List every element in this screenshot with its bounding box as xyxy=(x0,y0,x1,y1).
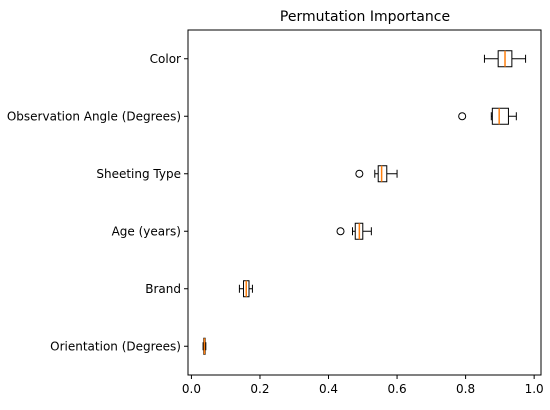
y-tick-label: Age (years) xyxy=(112,224,181,238)
x-tick-label: 0.8 xyxy=(456,382,475,396)
box-marks xyxy=(202,50,527,355)
plot-area-frame xyxy=(187,29,542,376)
x-tick-label: 0.0 xyxy=(182,382,201,396)
y-tick-label: Observation Angle (Degrees) xyxy=(7,109,181,123)
outlier-point xyxy=(355,169,364,178)
x-tick-label: 0.2 xyxy=(250,382,269,396)
box-group-4 xyxy=(238,280,253,298)
outlier-point xyxy=(336,227,345,236)
x-tick-label: 0.6 xyxy=(388,382,407,396)
box-group-5 xyxy=(202,337,207,355)
y-axis: Color Observation Angle (Degrees) Sheeting… xyxy=(7,52,188,353)
y-tick-label: Sheeting Type xyxy=(96,167,181,181)
x-tick-label: 0.4 xyxy=(319,382,338,396)
x-tick-label: 1.0 xyxy=(525,382,544,396)
box-group-0 xyxy=(483,50,527,68)
box-iqr xyxy=(491,107,509,125)
box-group-2 xyxy=(355,165,398,183)
y-tick-label: Brand xyxy=(145,282,181,296)
x-axis: 0.0 0.2 0.4 0.6 0.8 1.0 xyxy=(182,375,544,396)
box-group-3 xyxy=(336,222,372,240)
outlier-point xyxy=(458,112,467,121)
y-tick-label: Color xyxy=(150,52,181,66)
box-group-1 xyxy=(458,107,517,125)
y-tick-label: Orientation (Degrees) xyxy=(50,339,181,353)
chart-title: Permutation Importance xyxy=(280,9,450,25)
box-iqr xyxy=(377,165,388,183)
